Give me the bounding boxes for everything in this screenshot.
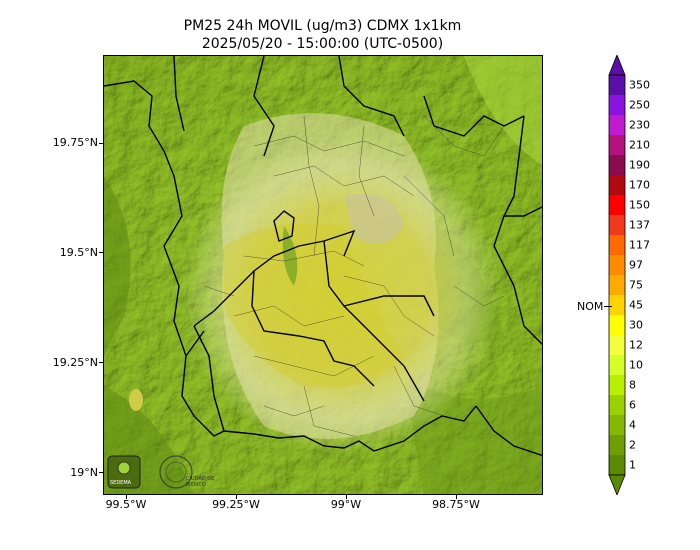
colorbar-swatch (609, 415, 625, 436)
colorbar-level-label: 150 (629, 198, 650, 212)
colorbar-swatch (609, 355, 625, 376)
x-tick-mark (126, 495, 127, 499)
colorbar-level-label: 10 (629, 358, 643, 372)
pm25-map[interactable]: SEDEMA CIUDAD DE MÉXICO (103, 55, 543, 495)
colorbar-swatch (609, 215, 625, 236)
terrain-map-svg (104, 56, 542, 494)
y-tick-label: 19°N (70, 466, 98, 479)
colorbar-level-label: 6 (629, 398, 636, 412)
colorbar-swatch (609, 455, 625, 476)
colorbar-swatch (609, 275, 625, 296)
x-tick-mark (236, 495, 237, 499)
colorbar-swatch (609, 95, 625, 116)
cdmx-seal-graphic (159, 455, 193, 489)
nom-tick (604, 306, 612, 307)
colorbar-swatch (609, 155, 625, 176)
colorbar-swatch (609, 435, 625, 456)
y-tick-mark (99, 362, 103, 363)
colorbar-level-label: 97 (629, 258, 643, 272)
sedema-logo-graphic (107, 455, 141, 489)
colorbar (608, 55, 626, 495)
y-tick-mark (99, 143, 103, 144)
colorbar-level-label: 1 (629, 458, 636, 472)
x-tick-label: 99.5°W (105, 498, 147, 511)
colorbar-level-label: 190 (629, 158, 650, 172)
colorbar-level-label: 117 (629, 238, 650, 252)
colorbar-swatch (609, 255, 625, 276)
colorbar-extend-max (608, 55, 626, 76)
nom-label: NOM (577, 300, 604, 313)
x-tick-label: 99.25°W (212, 498, 260, 511)
y-tick-mark (99, 472, 103, 473)
map-title: PM25 24h MOVIL (ug/m3) CDMX 1x1km (183, 18, 462, 34)
colorbar-level-label: 250 (629, 98, 650, 112)
colorbar-level-label: 4 (629, 418, 636, 432)
map-timestamp: 2025/05/20 - 15:00:00 (UTC-0500) (201, 36, 444, 52)
colorbar-swatch (609, 235, 625, 256)
colorbar-swatch (609, 75, 625, 96)
colorbar-level-label: 170 (629, 178, 650, 192)
colorbar-swatch (609, 295, 625, 316)
colorbar-swatch (609, 135, 625, 156)
x-tick-mark (456, 495, 457, 499)
cdmx-logo-text: CIUDAD DE MÉXICO (186, 476, 215, 488)
colorbar-level-label: 45 (629, 298, 643, 312)
colorbar-level-label: 12 (629, 338, 643, 352)
colorbar-swatch (609, 395, 625, 416)
colorbar-level-label: 8 (629, 378, 636, 392)
colorbar-swatch (609, 335, 625, 356)
colorbar-extend-min (608, 474, 626, 495)
y-tick-label: 19.25°N (52, 356, 98, 369)
colorbar-level-label: 230 (629, 118, 650, 132)
colorbar-level-label: 210 (629, 138, 650, 152)
y-tick-label: 19.75°N (52, 136, 98, 149)
x-tick-label: 98.75°W (432, 498, 480, 511)
colorbar-swatch (609, 315, 625, 336)
x-tick-label: 99°W (330, 498, 362, 511)
colorbar-swatch (609, 375, 625, 396)
colorbar-swatch (609, 175, 625, 196)
y-tick-label: 19.5°N (59, 246, 98, 259)
colorbar-level-label: 137 (629, 218, 650, 232)
x-tick-mark (346, 495, 347, 499)
colorbar-level-label: 350 (629, 78, 650, 92)
colorbar-swatch (609, 195, 625, 216)
colorbar-level-label: 75 (629, 278, 643, 292)
colorbar-level-label: 30 (629, 318, 643, 332)
sedema-logo-text: SEDEMA (110, 480, 132, 486)
colorbar-level-label: 2 (629, 438, 636, 452)
colorbar-swatch (609, 115, 625, 136)
y-tick-mark (99, 252, 103, 253)
